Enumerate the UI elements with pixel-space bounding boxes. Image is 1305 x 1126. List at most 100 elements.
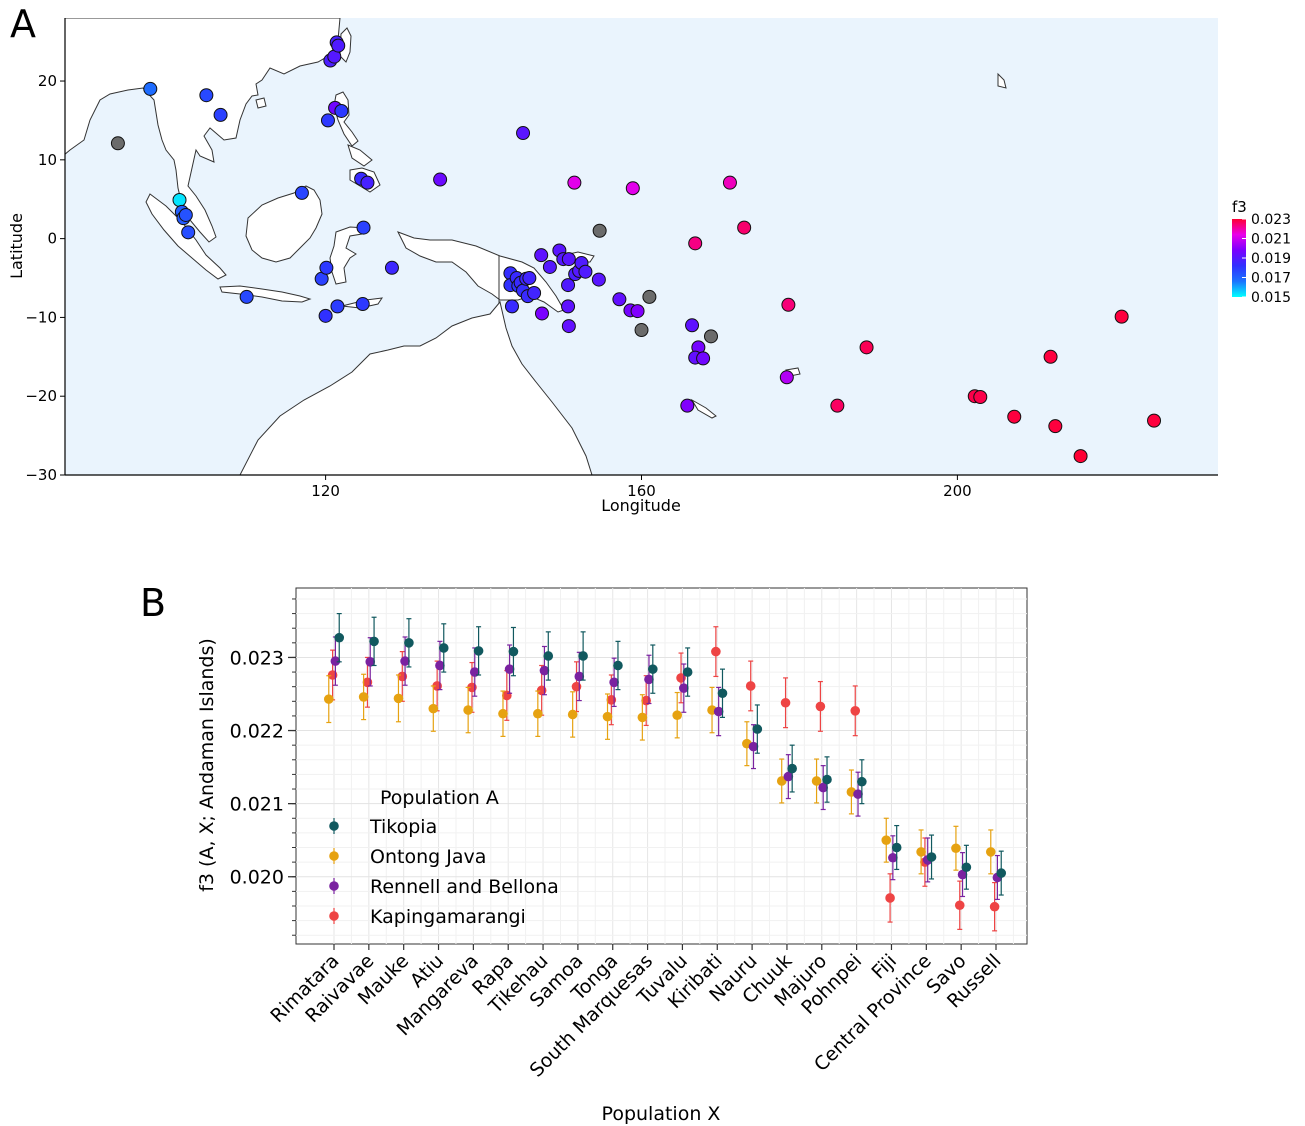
data-point <box>888 852 898 863</box>
data-point <box>438 643 449 653</box>
land-visayas <box>347 144 373 167</box>
map-x-axis-label: Longitude <box>601 496 681 515</box>
map-sample-point <box>859 340 874 355</box>
map-y-tick-label: 10 <box>38 151 57 169</box>
map-sample-point <box>143 81 158 96</box>
map-sample-point <box>504 299 519 314</box>
data-point <box>989 901 1000 912</box>
map-x-tick-label: 200 <box>943 482 972 500</box>
legend-marker <box>329 821 339 831</box>
map-sample-point <box>433 172 448 187</box>
data-point <box>787 763 797 774</box>
map-sample-point <box>294 185 309 200</box>
data-point <box>926 852 937 862</box>
map-sample-point <box>685 318 700 333</box>
data-point <box>857 776 867 787</box>
legend-marker <box>329 851 339 861</box>
legend-label: Rennell and Bellona <box>370 876 559 898</box>
map-sample-point <box>737 220 752 235</box>
f3-legend-tick-label: 0.015 <box>1251 290 1291 306</box>
panel-b-letter: B <box>140 581 166 625</box>
data-point <box>644 674 654 685</box>
map-sample-point <box>642 289 657 304</box>
data-point <box>323 694 334 704</box>
f3-legend-tick-label: 0.019 <box>1251 251 1291 267</box>
data-point <box>717 688 728 699</box>
map-sample-point <box>542 259 557 274</box>
plot-y-axis-label: f3 (A, X; Andaman Islands) <box>196 638 218 892</box>
map-sample-point <box>1147 413 1162 428</box>
map-sample-point <box>781 297 796 312</box>
map-sample-point <box>110 136 125 151</box>
data-point <box>609 677 619 688</box>
land-australia <box>239 300 593 475</box>
f3-legend-tick-label: 0.017 <box>1251 271 1291 287</box>
map-sample-point <box>592 223 607 238</box>
map-y-axis-label: Latitude <box>7 213 26 279</box>
data-point <box>473 646 484 656</box>
map-sample-point <box>591 272 606 287</box>
data-point <box>334 632 345 643</box>
data-point <box>393 693 404 704</box>
plot-series <box>323 612 1007 932</box>
map-y-tick-label: 20 <box>38 72 57 90</box>
legend-marker <box>329 881 339 891</box>
legend-marker <box>329 911 339 921</box>
map-sample-point <box>534 248 549 263</box>
map-sample-point <box>527 285 542 300</box>
population-a-legend: Population A Tikopia Ontong Java Rennell a… <box>329 787 559 928</box>
data-point <box>916 847 926 857</box>
map-sample-point <box>522 271 537 286</box>
land-hainan <box>255 97 267 109</box>
map-sample-point <box>567 175 582 190</box>
data-point <box>369 636 379 647</box>
data-point <box>613 660 623 671</box>
map-axes: 120 160 200 −30 −20 −10 0 10 20 <box>25 18 1218 500</box>
map-x-tick-label: 160 <box>627 482 656 500</box>
map-sample-point <box>561 319 576 334</box>
map-y-tick-label: −10 <box>25 308 57 326</box>
map-y-tick-label: 0 <box>47 230 57 248</box>
map-sample-point <box>696 351 711 366</box>
map-panel: 120 160 200 −30 −20 −10 0 10 20 Longitude Latitu… <box>7 18 1291 515</box>
data-point <box>648 664 658 674</box>
map-sample-point <box>318 308 333 323</box>
y-tick-label: 0.020 <box>230 867 284 889</box>
panel-a-letter: A <box>10 2 36 46</box>
map-sample-point <box>1007 409 1022 424</box>
data-point <box>850 706 861 716</box>
data-point <box>508 646 519 657</box>
data-point <box>539 665 550 676</box>
land-new-caledonia <box>690 398 717 419</box>
map-sample-point <box>534 306 549 321</box>
y-tick-label: 0.021 <box>230 794 284 816</box>
data-point <box>713 706 724 717</box>
map-sample-point <box>355 297 370 312</box>
map-sample-point <box>360 175 375 190</box>
map-sample-point <box>561 299 576 314</box>
map-sample-point <box>1114 309 1129 324</box>
data-point <box>428 703 439 714</box>
map-sample-point <box>181 225 196 240</box>
map-x-tick-label: 120 <box>311 482 340 500</box>
map-sample-point <box>703 329 718 344</box>
map-points <box>110 35 1162 464</box>
data-point <box>404 638 414 648</box>
map-sample-point <box>178 207 193 222</box>
map-sample-point <box>239 289 254 304</box>
map-sample-point <box>320 113 335 128</box>
data-point <box>996 868 1007 878</box>
map-sample-point <box>334 103 349 118</box>
map-sample-point <box>973 389 988 404</box>
land-borneo <box>245 185 323 263</box>
data-point <box>504 664 515 674</box>
map-sample-point <box>680 398 695 413</box>
data-point <box>822 774 832 785</box>
data-point <box>881 835 892 845</box>
map-sample-point <box>356 220 371 235</box>
legend-label: Tikopia <box>369 816 437 838</box>
data-point <box>400 656 410 666</box>
data-point <box>574 671 585 682</box>
f3-plot-panel: 0.020 0.021 0.022 0.023 RimataraRaivavaeMau… <box>196 587 1028 1125</box>
data-point <box>435 660 445 671</box>
